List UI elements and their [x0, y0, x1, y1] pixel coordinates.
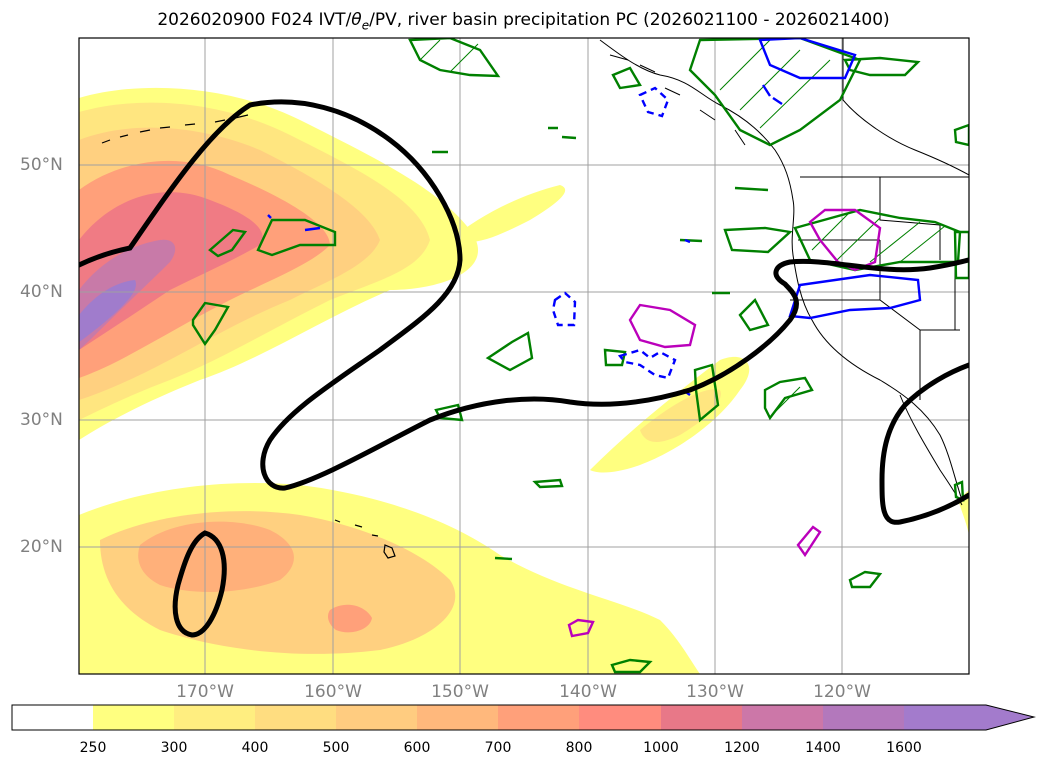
pv-contour-7	[603, 348, 627, 367]
theta-e-contour-hawaii	[172, 530, 227, 638]
border-alaska	[842, 38, 969, 176]
ivt-contour-south-700	[328, 604, 372, 633]
colorbar-label-250: 250	[79, 740, 107, 756]
ivt-contour-north-1600	[79, 280, 136, 342]
island-1	[334, 519, 341, 523]
pv-neg-contour-2	[788, 273, 922, 320]
colorbar-label-1200: 1200	[724, 740, 760, 756]
pv-contour-16	[843, 56, 921, 77]
pv-contour-15	[408, 38, 501, 78]
theta-e-contour-main	[79, 99, 969, 491]
pv-neg-small	[267, 214, 691, 396]
colorbar-label-300: 300	[160, 740, 188, 756]
colorbar-outline	[11, 704, 1036, 731]
precip-contour-4	[567, 618, 595, 638]
pv-contour-11	[723, 226, 793, 254]
precip-contour-1	[628, 303, 697, 349]
pv-neg-dashed-2	[617, 348, 677, 380]
lat-label-40n: 40°N	[20, 282, 63, 302]
lat-label-20n: 20°N	[20, 537, 63, 557]
colorbar-seg-9	[742, 705, 823, 730]
island-2	[354, 524, 363, 528]
theta-e-contours	[79, 99, 969, 638]
title-prefix: 2026020900 F024 IVT/	[157, 10, 352, 30]
title-suffix: /PV, river basin precipitation PC (20260…	[369, 10, 890, 30]
pv-contour-4	[485, 331, 534, 372]
lat-label-30n: 30°N	[20, 410, 63, 430]
island-big	[383, 544, 396, 559]
colorbar-label-700: 700	[484, 740, 512, 756]
pv-contour-20	[953, 123, 969, 147]
pv-contour-14	[688, 38, 862, 147]
colorbar-seg-5	[417, 705, 498, 730]
island-3	[371, 534, 379, 537]
colorbar-label-800: 800	[565, 740, 593, 756]
colorbar-label-1000: 1000	[643, 740, 679, 756]
map-frame	[78, 37, 970, 675]
colorbar-extend-arrow	[904, 705, 1034, 730]
title-theta-subscript: e	[361, 18, 370, 33]
coastlines	[599, 38, 969, 506]
ivt-blob-central-250	[450, 185, 566, 243]
colorbar-seg-4	[336, 705, 417, 730]
colorbar-seg-1	[93, 705, 174, 730]
pv-contour-6	[532, 478, 564, 489]
lon-label-140w: 140°W	[559, 682, 617, 702]
precip-contours	[567, 208, 882, 638]
lon-label-170w: 170°W	[176, 682, 234, 702]
pv-neg-dashed-1	[551, 291, 577, 327]
map-title: 2026020900 F024 IVT/θe/PV, river basin p…	[0, 10, 1047, 32]
colorbar	[11, 704, 1036, 731]
pv-contour-1	[191, 301, 230, 347]
colorbar-seg-0	[12, 705, 93, 730]
hawaii-islands	[101, 114, 396, 559]
colorbar-seg-6	[498, 705, 579, 730]
colorbar-label-500: 500	[322, 740, 350, 756]
colorbar-seg-7	[579, 705, 661, 730]
colorbar-seg-10	[823, 705, 904, 730]
ivt-contour-south-600	[138, 521, 294, 592]
lon-label-150w: 150°W	[431, 682, 489, 702]
pv-neg-dashed-3	[638, 86, 670, 118]
pv-negative-contours	[267, 38, 922, 396]
title-theta: θ	[351, 10, 362, 30]
precip-contour-2	[808, 208, 882, 272]
pv-contour-9	[738, 297, 770, 332]
pv-neg-contour-3	[761, 84, 783, 105]
precip-contour-3	[796, 525, 822, 558]
pv-contour-22	[432, 126, 769, 561]
pv-contour-19	[610, 658, 653, 674]
colorbar-label-1600: 1600	[886, 740, 922, 756]
pv-contour-2	[208, 228, 248, 258]
coastline-alaska-bc	[599, 39, 963, 501]
pv-contour-17	[611, 66, 642, 90]
colorbar-seg-3	[255, 705, 336, 730]
pv-positive-contours	[191, 38, 969, 674]
colorbar-label-400: 400	[241, 740, 269, 756]
aleutian-islands	[101, 114, 249, 144]
coastline-islands	[609, 54, 746, 146]
ivt-contour-north-800	[79, 192, 263, 350]
colorbar-label-600: 600	[403, 740, 431, 756]
lon-label-160w: 160°W	[304, 682, 362, 702]
theta-e-contour-mexico	[879, 362, 969, 525]
ivt-contour-east-300	[640, 389, 721, 442]
colorbar-seg-8	[661, 705, 742, 730]
lat-label-50n: 50°N	[20, 155, 63, 175]
pv-contour-10	[763, 376, 814, 421]
lon-label-120w: 120°W	[813, 682, 871, 702]
pv-contour-18	[848, 570, 883, 589]
lon-label-130w: 130°W	[686, 682, 744, 702]
colorbar-seg-2	[174, 705, 255, 730]
colorbar-label-1400: 1400	[805, 740, 841, 756]
pv-hatch-lines	[419, 39, 946, 416]
pv-neg-contour-1	[758, 38, 857, 80]
pv-contour-3	[256, 218, 337, 257]
